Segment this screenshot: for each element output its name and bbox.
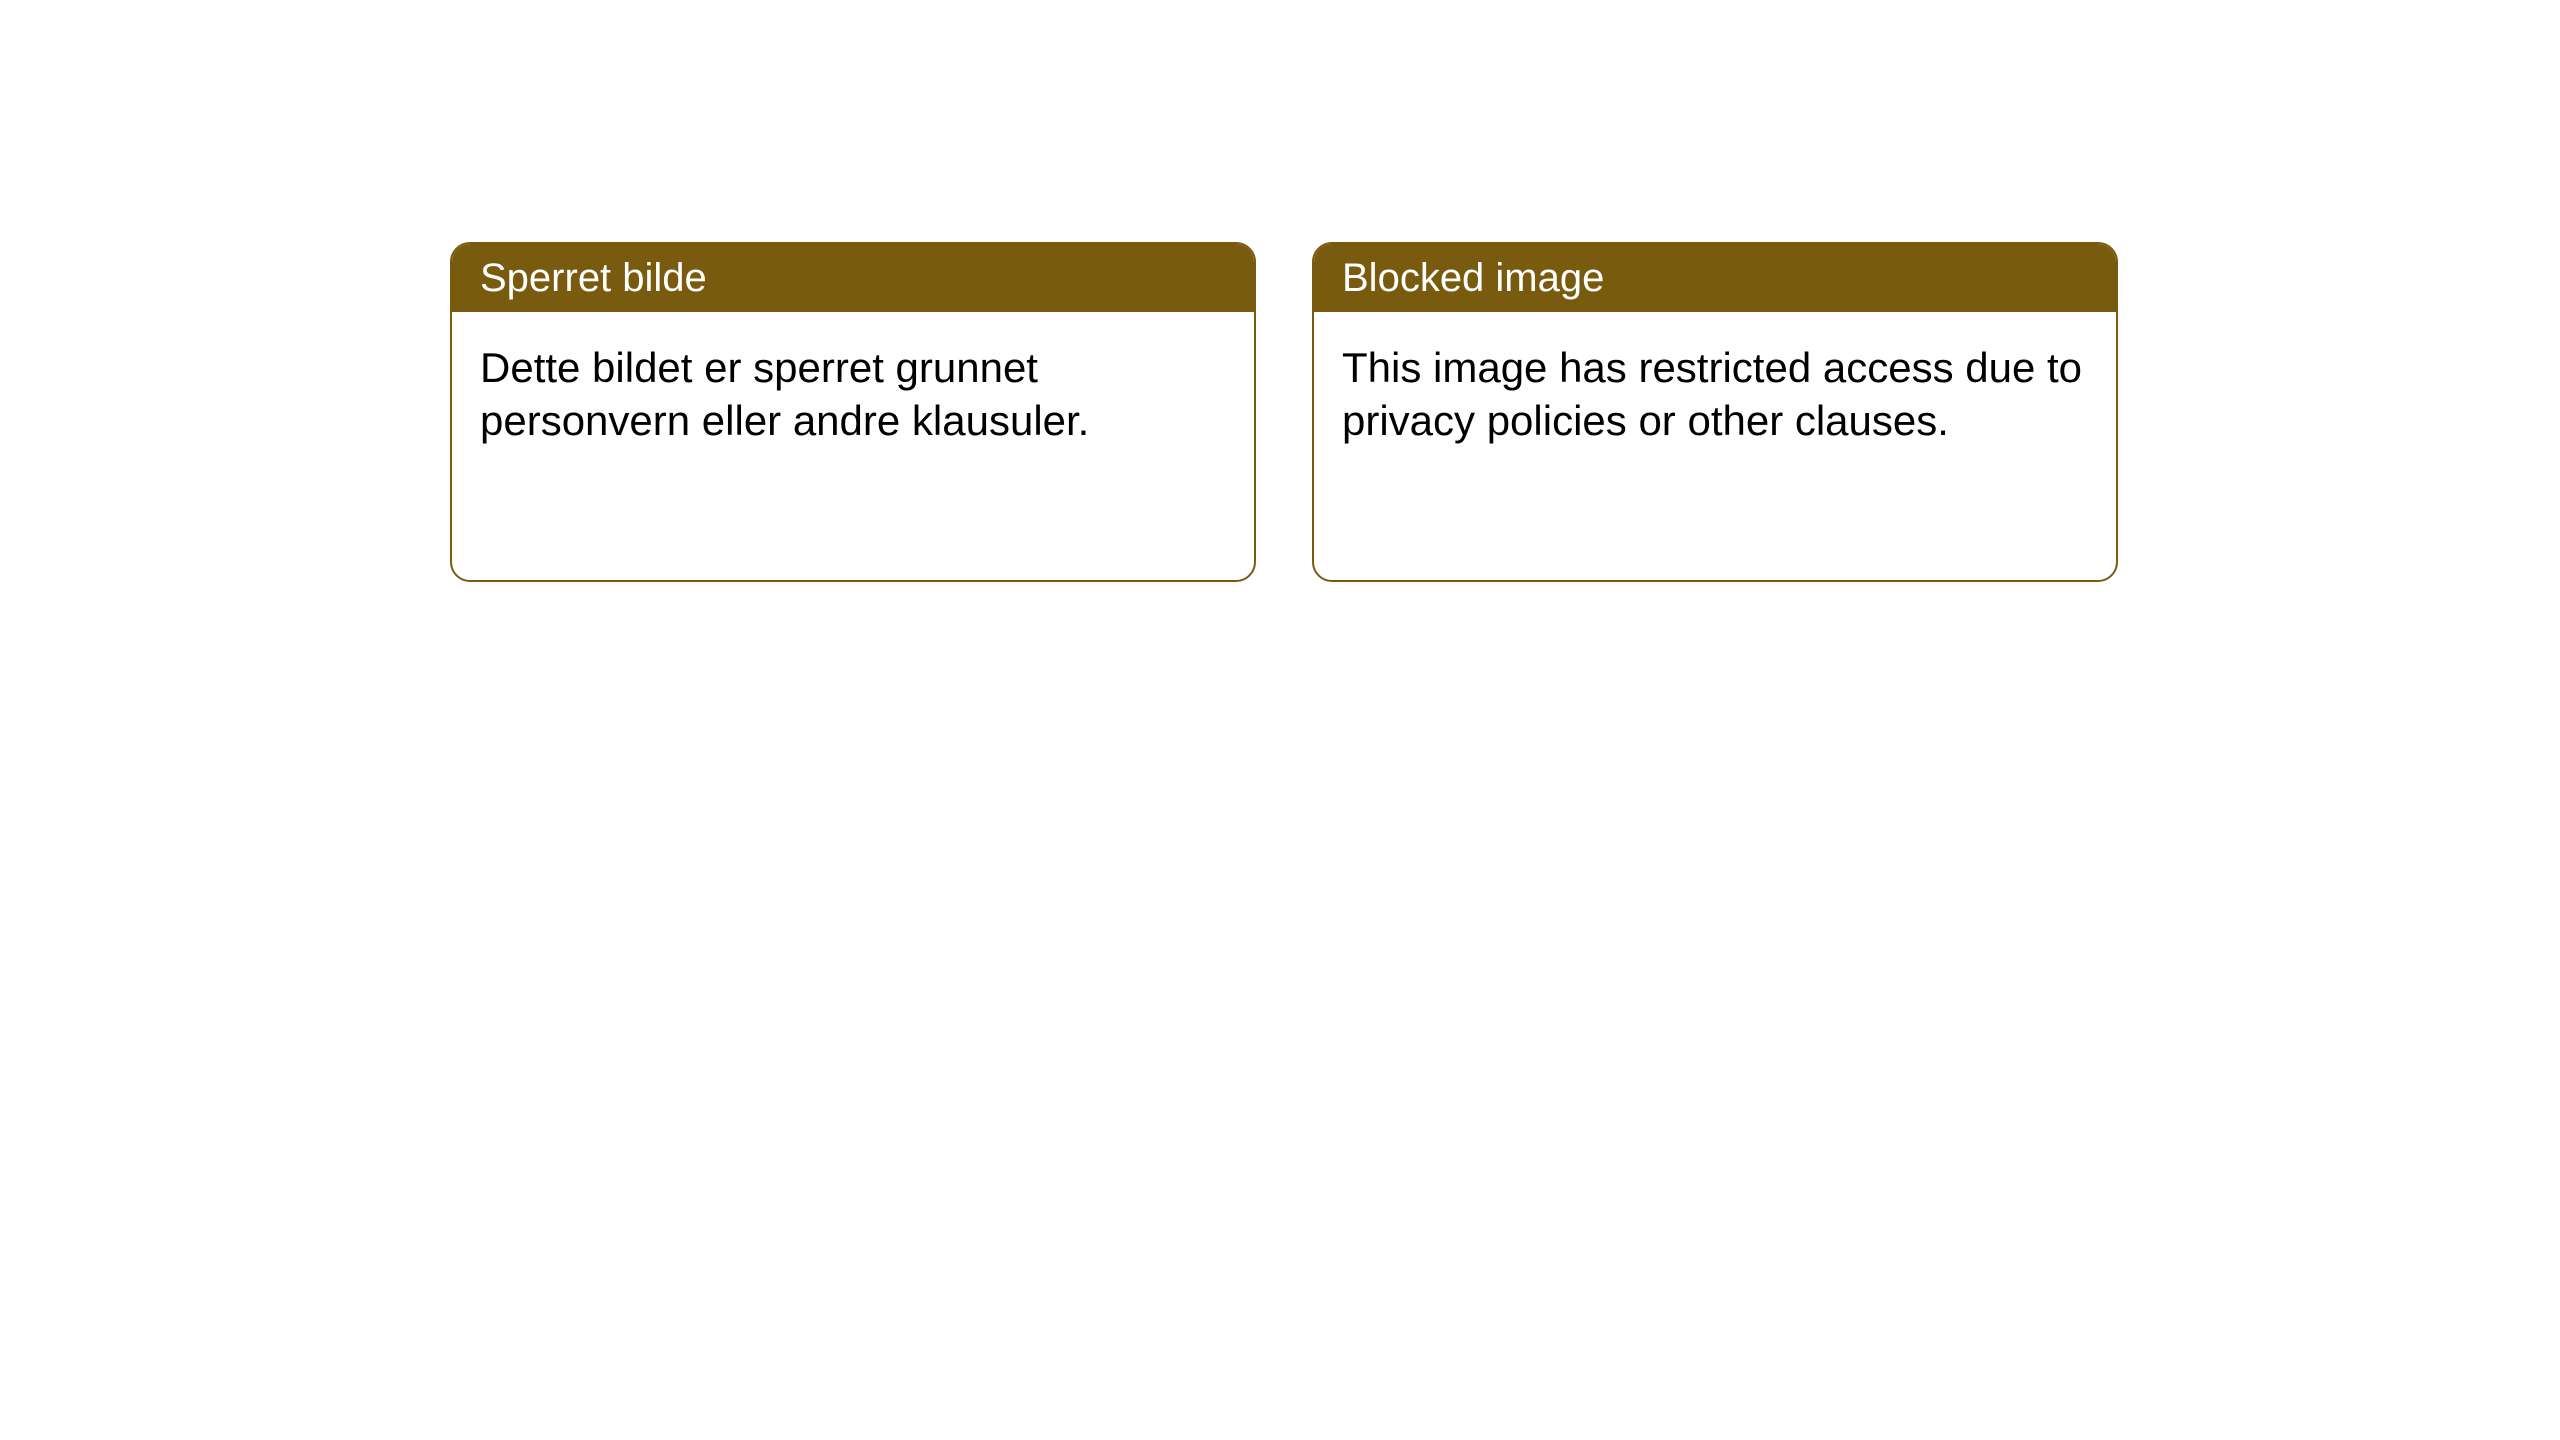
card-body-text: This image has restricted access due to … (1342, 344, 2082, 444)
card-header: Sperret bilde (452, 244, 1254, 312)
notice-card-english: Blocked image This image has restricted … (1312, 242, 2118, 582)
card-title: Blocked image (1342, 256, 1604, 300)
card-body: This image has restricted access due to … (1314, 312, 2116, 477)
notice-card-norwegian: Sperret bilde Dette bildet er sperret gr… (450, 242, 1256, 582)
notice-container: Sperret bilde Dette bildet er sperret gr… (0, 0, 2560, 582)
card-body-text: Dette bildet er sperret grunnet personve… (480, 344, 1089, 444)
card-body: Dette bildet er sperret grunnet personve… (452, 312, 1254, 477)
card-title: Sperret bilde (480, 256, 707, 300)
card-header: Blocked image (1314, 244, 2116, 312)
